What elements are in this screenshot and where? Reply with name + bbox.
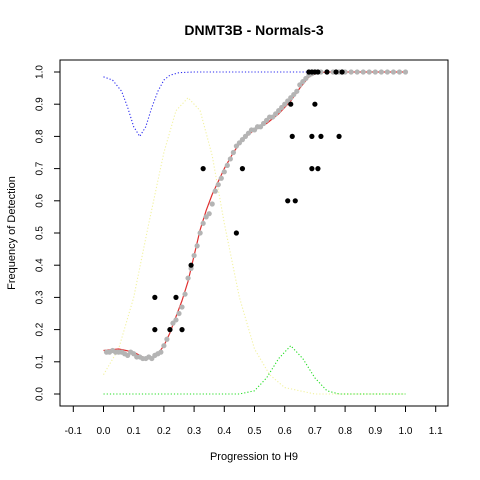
y-tick-label: 0.9 <box>35 97 46 111</box>
grey-data-point <box>197 230 203 236</box>
y-tick-label: 0.6 <box>35 193 46 207</box>
grey-data-point <box>221 169 227 175</box>
grey-data-point <box>164 336 170 342</box>
grey-data-point <box>194 243 200 249</box>
x-tick-label: 0.2 <box>157 426 171 437</box>
black-data-point <box>173 294 179 300</box>
grey-data-point <box>360 69 366 75</box>
grey-data-point <box>230 149 236 156</box>
grey-data-point <box>354 69 360 75</box>
x-tick-label: 1.0 <box>399 426 413 437</box>
black-data-point <box>312 101 318 107</box>
grey-data-point <box>348 69 354 75</box>
x-tick-label: 0.5 <box>248 426 262 437</box>
grey-data-point <box>227 156 233 162</box>
black-data-point <box>188 262 194 268</box>
grey-data-point <box>396 69 403 75</box>
grey-data-point <box>372 69 378 75</box>
blue-probability-curve <box>103 71 406 137</box>
y-tick-label: 0.7 <box>35 161 46 175</box>
x-tick-label: 0.8 <box>338 426 352 437</box>
grey-data-point <box>158 349 164 355</box>
x-tick-label: 0.7 <box>308 426 322 437</box>
black-data-point <box>285 198 291 204</box>
grey-data-point <box>294 88 300 94</box>
y-tick-label: 0.1 <box>35 354 46 368</box>
grey-data-point <box>366 69 372 75</box>
black-data-point <box>292 198 298 204</box>
grey-data-point <box>224 162 230 168</box>
grey-data-point <box>179 304 185 310</box>
grey-data-point <box>200 220 206 226</box>
black-data-point <box>233 230 239 236</box>
black-data-point <box>179 327 185 333</box>
grey-data-point <box>390 69 397 75</box>
black-data-point <box>152 294 158 300</box>
x-tick-label: 1.1 <box>429 426 443 437</box>
black-data-point <box>309 166 315 172</box>
yellow-density-curve <box>103 97 406 395</box>
x-tick-label: 0.9 <box>368 426 382 437</box>
x-tick-label: 0.1 <box>127 426 141 437</box>
grey-data-point <box>215 182 221 188</box>
black-data-point <box>315 166 321 172</box>
black-data-point <box>318 133 324 139</box>
x-axis: -0.1 0.0 0.1 0.2 0.3 0.4 0.5 0.6 0.7 0.8 0.9 1.0 1.1 <box>65 405 443 437</box>
black-data-point <box>309 133 315 139</box>
grey-data-point <box>212 188 218 194</box>
black-data-point <box>336 133 342 139</box>
grey-data-point <box>402 69 409 75</box>
chart-title: DNMT3B - Normals-3 <box>184 22 323 38</box>
x-tick-label: 0.0 <box>97 426 111 437</box>
black-data-point <box>239 166 246 172</box>
y-axis: 0.0 0.1 0.2 0.3 0.4 0.5 0.6 0.7 0.8 0.9 1.0 <box>35 65 61 401</box>
y-tick-label: 0.4 <box>35 258 46 272</box>
grey-data-point <box>384 69 390 75</box>
black-data-point <box>288 101 294 107</box>
y-tick-label: 0.0 <box>35 387 46 401</box>
grey-data-point <box>161 343 167 349</box>
black-data-point <box>167 327 173 333</box>
grey-data-point <box>378 69 384 75</box>
grey-data-point <box>209 201 215 207</box>
y-tick-label: 0.2 <box>35 322 46 336</box>
black-data-point <box>339 69 345 75</box>
grey-data-point <box>173 317 179 323</box>
y-tick-label: 0.3 <box>35 290 46 304</box>
x-tick-label: 0.3 <box>187 426 201 437</box>
grey-data-point <box>185 275 191 281</box>
black-data-point <box>315 69 321 75</box>
grey-data-point <box>218 175 224 181</box>
grey-data-point <box>176 310 182 317</box>
x-tick-label: -0.1 <box>65 426 83 437</box>
y-tick-label: 1.0 <box>35 65 46 79</box>
black-data-point <box>324 69 330 75</box>
y-tick-label: 0.5 <box>35 226 46 240</box>
x-tick-label: 0.4 <box>217 426 231 437</box>
x-tick-label: 0.6 <box>278 426 292 437</box>
y-tick-label: 0.8 <box>35 129 46 143</box>
black-data-point <box>333 69 339 75</box>
grey-data-point <box>182 291 188 297</box>
grey-data-point <box>191 252 197 259</box>
black-data-point <box>200 166 206 172</box>
grey-data-point <box>206 211 212 217</box>
plot-points <box>103 69 409 362</box>
black-data-point <box>289 133 295 139</box>
black-data-point <box>152 327 158 333</box>
y-axis-label: Frequency of Detection <box>6 176 18 290</box>
x-axis-label: Progression to H9 <box>210 451 298 463</box>
